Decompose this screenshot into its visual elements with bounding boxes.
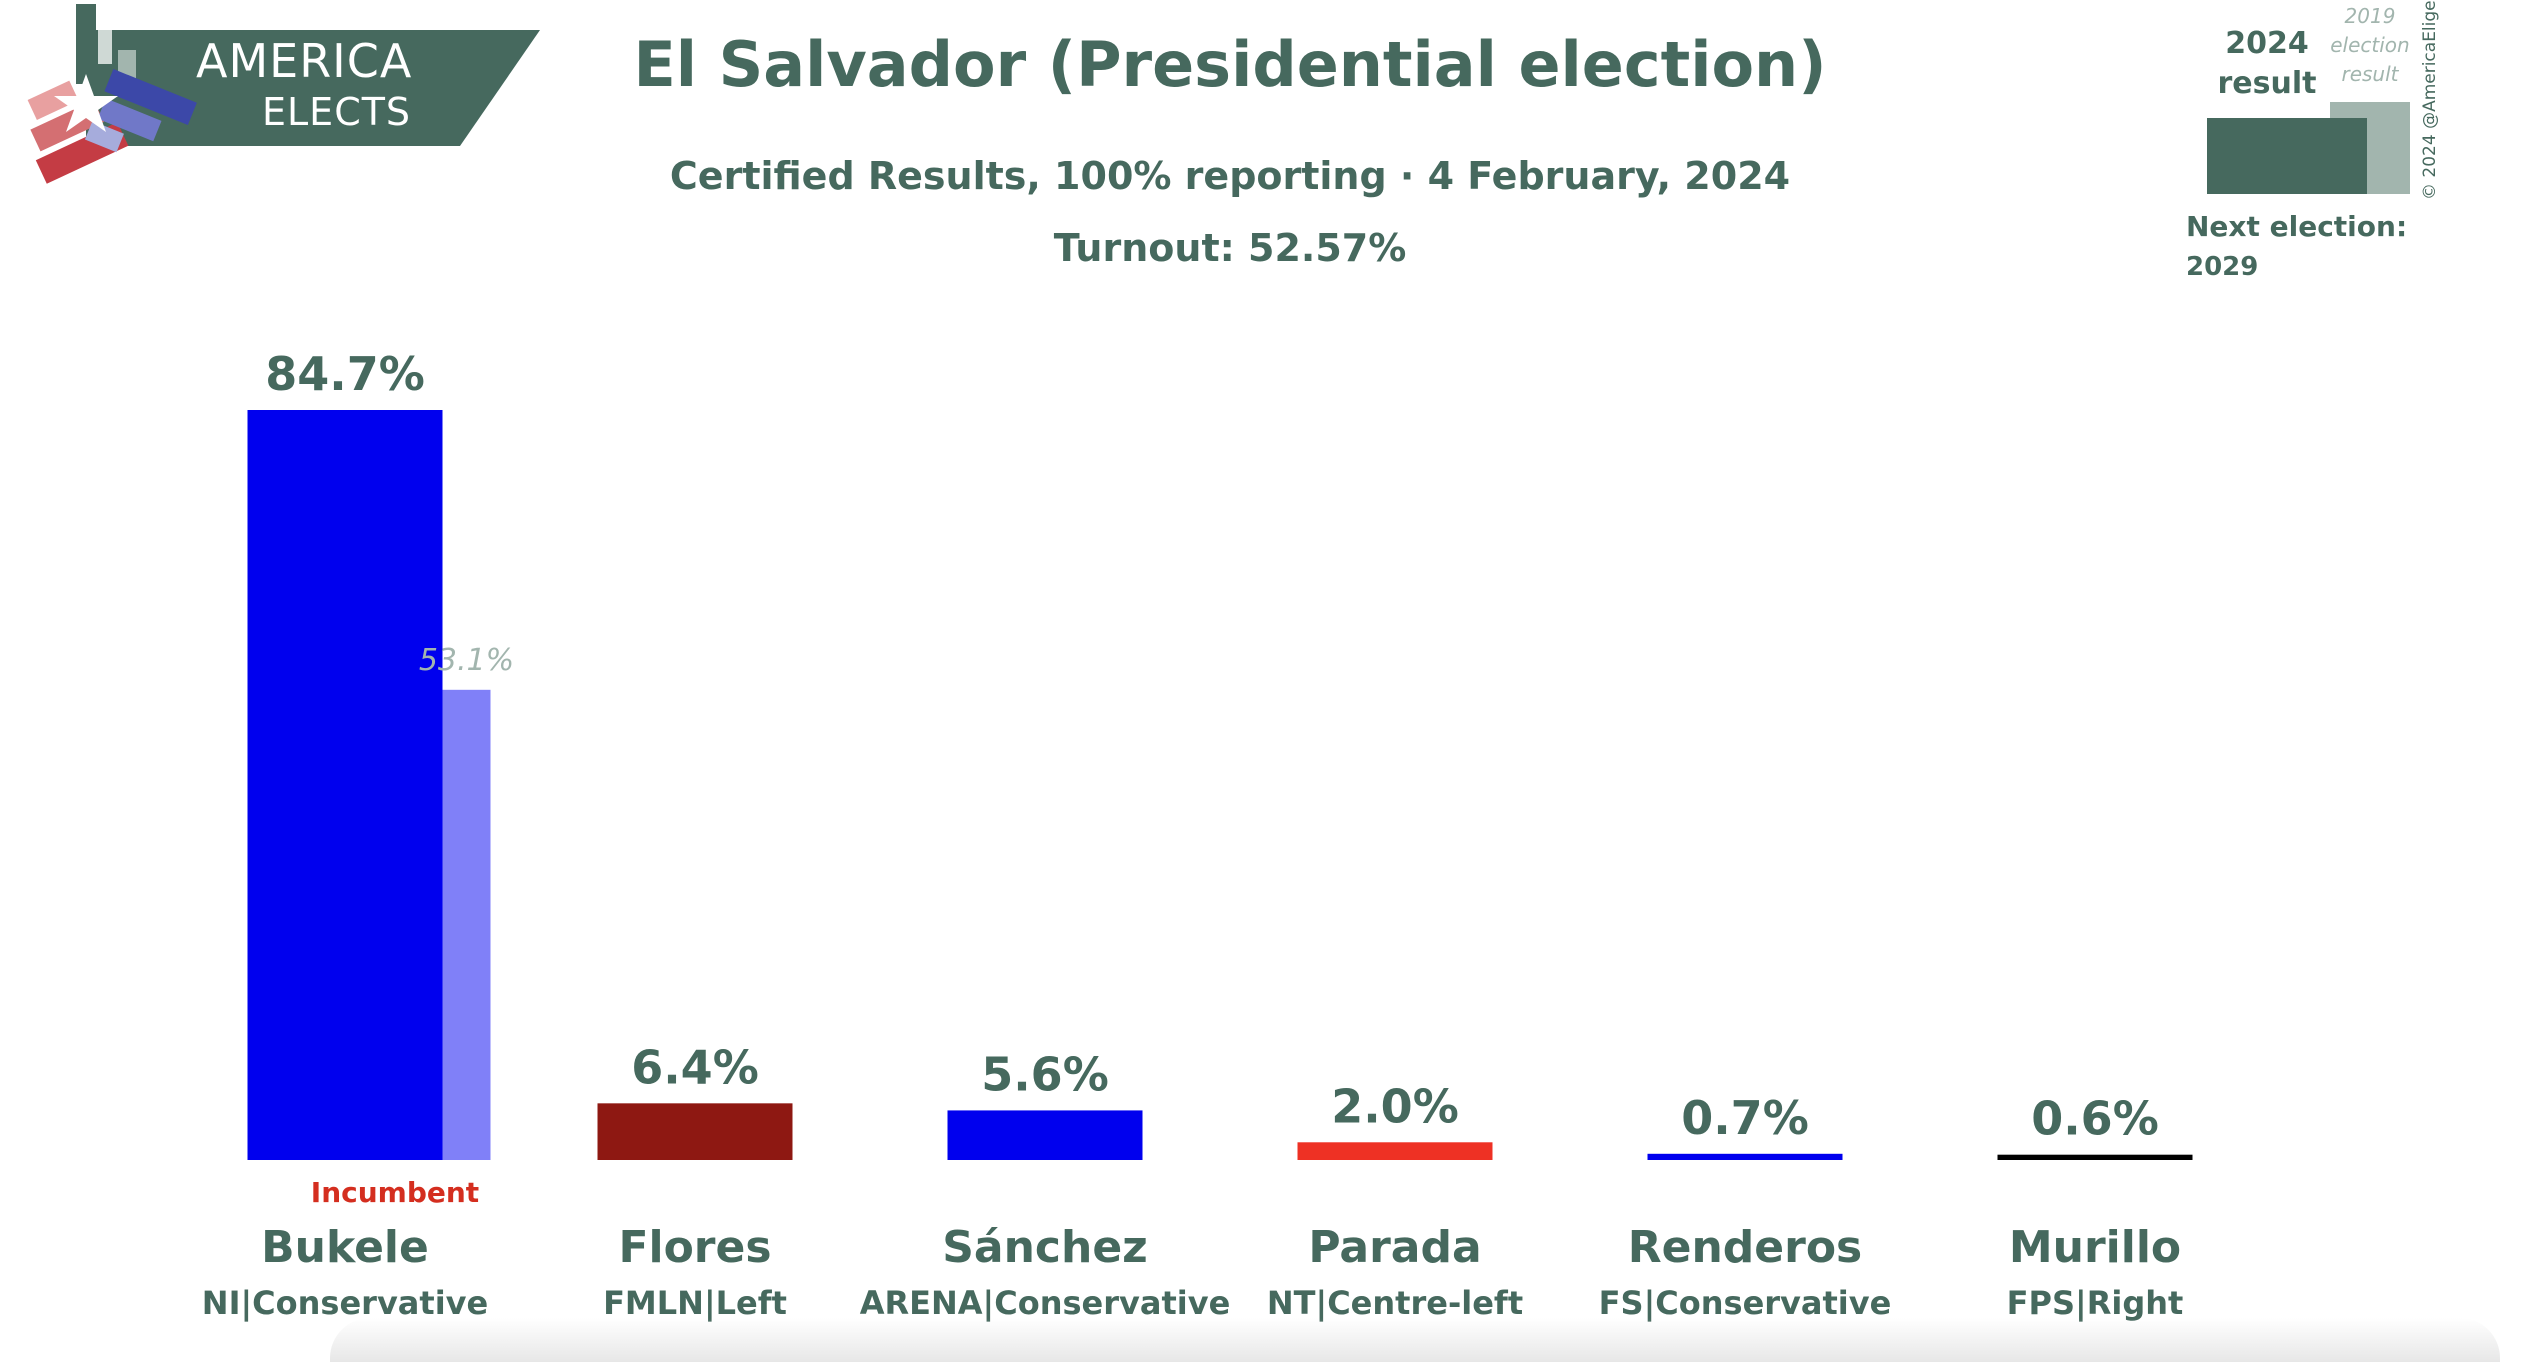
bar-flores [597,1103,793,1160]
candidate-name-sanchez: Sánchez [942,1222,1148,1273]
party-label-flores: FMLN|Left [603,1284,787,1323]
bar-renderos [1647,1153,1843,1160]
legend-current-swatch [2207,118,2367,194]
candidate-name-bukele: Bukele [261,1222,429,1273]
value-label-sanchez: 5.6% [981,1047,1109,1101]
legend-previous-word2: result [2341,62,2399,86]
turnout-text: Turnout: 52.57% [1053,226,1407,270]
party-label-bukele: NI|Conservative [202,1284,488,1323]
incumbent-annotation: Incumbent [311,1176,479,1209]
value-label-murillo: 0.6% [2031,1092,2159,1146]
candidate-name-flores: Flores [618,1222,771,1273]
bar-bukele [247,410,443,1160]
next-election-label: Next election: [2186,210,2408,243]
bar-murillo [1997,1154,2193,1160]
chart-subtitle: Certified Results, 100% reporting · 4 Fe… [669,154,1791,198]
previous-bar-bukele [442,689,491,1160]
legend-current-year: 2024 [2225,26,2309,61]
bottom-shadow [330,1318,2500,1362]
previous-value-label-bukele: 53.1% [419,643,514,678]
america-elects-logo [27,4,540,184]
legend-previous-year: 2019 [2344,4,2396,28]
bar-parada [1297,1142,1493,1160]
value-label-bukele: 84.7% [265,347,425,401]
value-label-renderos: 0.7% [1681,1091,1809,1145]
value-label-parada: 2.0% [1331,1079,1459,1133]
next-election-year: 2029 [2186,252,2259,282]
candidate-name-parada: Parada [1308,1222,1481,1273]
legend-previous-label: 2019 election result [2320,2,2420,89]
bar-sanchez [947,1110,1143,1160]
logo-text-america: AMERICA [196,34,413,88]
candidate-name-murillo: Murillo [2009,1222,2181,1273]
value-label-flores: 6.4% [631,1040,759,1094]
candidate-name-renderos: Renderos [1628,1222,1863,1273]
legend-current-label: 2024 result [2207,24,2327,104]
legend-previous-word1: election [2330,33,2410,57]
party-label-renderos: FS|Conservative [1599,1284,1892,1323]
legend-current-word: result [2217,66,2317,101]
logo-text-elects: ELECTS [262,90,412,134]
chart-title: El Salvador (Presidential election) [633,28,1827,101]
party-label-sanchez: ARENA|Conservative [860,1284,1231,1323]
party-label-murillo: FPS|Right [2007,1284,2184,1323]
party-label-parada: NT|Centre-left [1267,1284,1523,1323]
